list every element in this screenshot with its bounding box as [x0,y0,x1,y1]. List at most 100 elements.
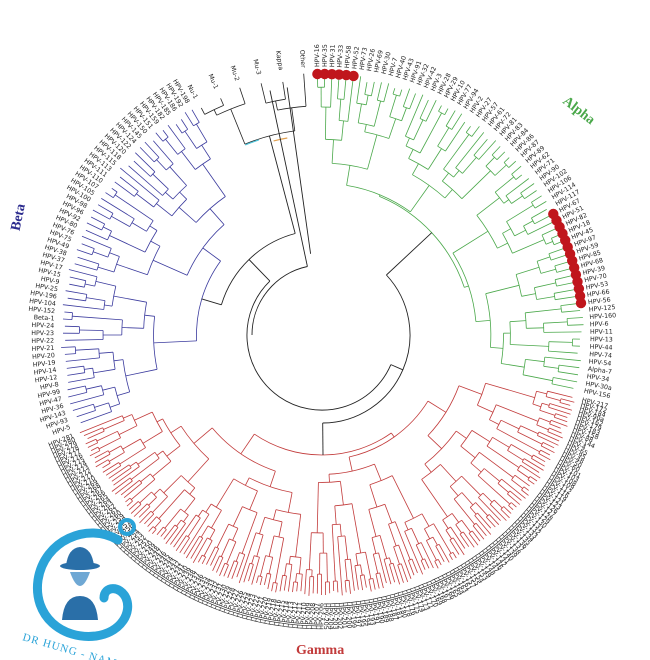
branch [494,176,515,193]
branch [508,160,517,168]
branch-arc [93,404,96,411]
branch [99,351,114,354]
branch [473,139,488,156]
branch-arc [485,165,496,176]
branch [489,503,507,521]
branch [520,183,535,194]
branch [489,419,500,425]
branch [123,414,133,419]
branch [211,510,222,529]
genus-label-gamma: Gamma [296,643,344,658]
branch-arc [445,125,453,130]
branch [492,436,510,448]
branch [548,350,578,354]
branch [288,556,291,565]
branch [121,327,144,329]
leaf-label: HPV-193 [364,598,376,626]
leaf-label: HPV-104 [29,298,56,308]
branch [155,132,164,142]
branch-arc [434,559,439,562]
branch-arc [383,557,390,560]
branch-arc [489,499,495,505]
branch [128,501,139,510]
leaf-label: HPV-58 [344,45,353,68]
branch [286,87,312,254]
branch [547,390,573,398]
branch [245,477,250,486]
branch [150,240,161,247]
branch [531,209,547,219]
branch [357,103,362,123]
branch [397,564,404,583]
branch [111,187,118,193]
leaf-label: HPV-215 [276,600,287,628]
branch-arc [408,158,429,170]
branch [510,502,517,508]
branch [156,203,173,217]
branch [83,427,103,436]
branch-arc [174,524,179,528]
branch [520,425,539,435]
branch [543,365,559,369]
branch [507,450,524,461]
branch [114,181,135,197]
branch-arc [181,128,188,134]
branch [292,581,295,593]
branch [510,444,533,458]
branch [523,486,529,491]
branch [567,317,583,319]
branch [65,357,100,362]
branch [139,491,152,504]
branch [534,201,547,209]
branch [373,100,381,127]
branch-arc [486,514,490,518]
branch-arc [517,425,521,433]
branch-arc [459,531,464,535]
branch [93,368,116,374]
branch [388,523,397,547]
branch [269,90,308,267]
leaf-label: HPV-21 [31,345,54,353]
branch [433,523,452,554]
branch [411,558,418,574]
branch [515,174,523,180]
branch [109,403,120,408]
branch [300,574,303,592]
branch [554,416,568,423]
branch [97,266,115,273]
branch [506,204,534,222]
branch [92,209,110,220]
branch [85,438,97,445]
branch-arc [140,438,146,448]
branch [393,546,400,565]
leaf-label: Alpha-7 [587,366,612,376]
branch [295,573,297,583]
branch [175,124,183,134]
leaf-label: HPV-24 [31,322,54,330]
branch [555,413,568,418]
leaf-label: HPV-15 [38,267,62,279]
branch-arc [195,196,226,223]
branch [549,423,561,429]
branch [196,123,208,143]
branch [325,107,327,140]
branch [136,193,154,208]
branch [440,464,457,482]
branch [444,108,449,115]
branch [210,548,220,566]
branch-arc [121,415,125,421]
branch [76,410,96,418]
branch [164,508,181,529]
branch [525,308,562,314]
branch [125,497,131,503]
branch [427,400,447,413]
branch-arc [474,512,478,516]
branch-arc [94,276,98,287]
branch [183,514,189,523]
leaf-label: HPV-199 [347,601,357,628]
branch [330,73,333,108]
branch-arc [239,552,245,555]
branch [209,529,216,540]
branch [66,365,84,369]
branch [227,560,235,578]
